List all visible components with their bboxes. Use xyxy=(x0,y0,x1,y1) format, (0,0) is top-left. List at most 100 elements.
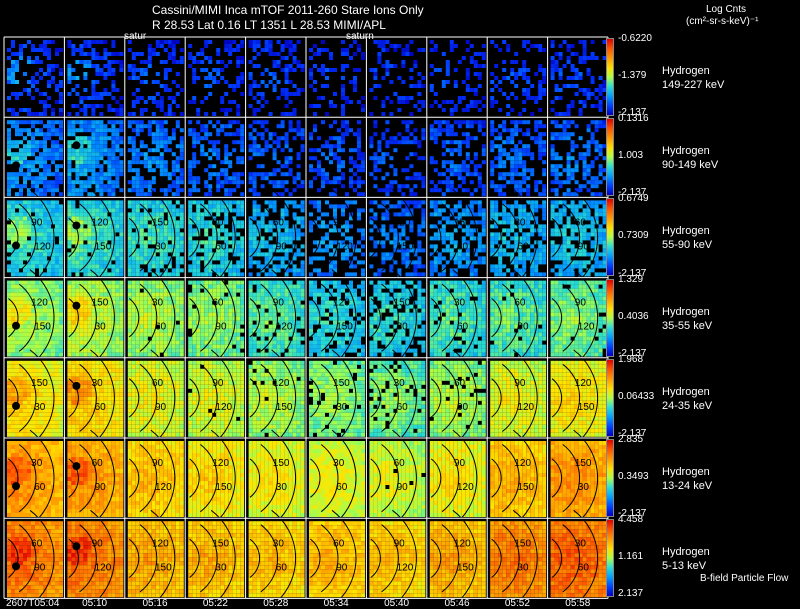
contour-line xyxy=(370,538,381,578)
contour-line xyxy=(271,269,297,367)
contour-line xyxy=(139,363,158,432)
x-tick-label: 05:16 xyxy=(142,598,167,609)
heatmap-cell-r4-c7: 60 90 xyxy=(429,349,486,447)
contour-label: 30 xyxy=(578,482,590,493)
species-label: Hydrogen xyxy=(662,466,710,478)
contour-line xyxy=(320,444,339,513)
contour-label: 60 xyxy=(95,402,107,413)
contour-line xyxy=(562,444,581,513)
contour-label: 120 xyxy=(336,242,353,253)
x-tick-label: 05:52 xyxy=(505,598,530,609)
colorbar-min-label: -2.137 xyxy=(618,107,647,119)
contour-line xyxy=(320,203,339,272)
contour-label: 90 xyxy=(92,538,104,549)
contour-line xyxy=(29,509,55,607)
heatmap-cell-r1-c1 xyxy=(67,120,124,197)
contour-line xyxy=(8,538,19,578)
contour-label: 120 xyxy=(514,458,531,469)
contour-line xyxy=(573,189,599,286)
colorbar-0 xyxy=(606,38,614,116)
contour-line xyxy=(200,203,218,272)
contour-line xyxy=(392,429,417,527)
contour-label: 150 xyxy=(578,402,595,413)
heatmap-cell-r4-c0: 150 30 xyxy=(7,349,63,447)
contour-line xyxy=(562,203,581,272)
colorbar-mid-label: 1.003 xyxy=(618,150,644,162)
contour-label: 60 xyxy=(397,402,409,413)
contour-label: 120 xyxy=(276,322,293,333)
contour-line xyxy=(452,189,478,286)
contour-label: 120 xyxy=(95,562,112,573)
saturn-disk xyxy=(12,401,20,410)
species-label: Hydrogen xyxy=(662,225,710,238)
contour-label: 90 xyxy=(336,562,348,573)
contour-line xyxy=(260,444,279,513)
contour-line xyxy=(150,429,176,527)
contour-line xyxy=(392,349,417,447)
contour-line xyxy=(441,524,460,593)
contour-label: 90 xyxy=(152,458,164,469)
contour-line xyxy=(18,283,37,352)
contour-label: 150 xyxy=(92,298,109,309)
contour-label: 120 xyxy=(34,242,51,253)
contour-label: 60 xyxy=(578,562,590,573)
heatmap-cell-r2-c2: 150 30 xyxy=(127,189,184,286)
heatmap-cell-r5-c3: 120 150 xyxy=(188,429,245,527)
heatmap-cell-r6-c8: 150 30 xyxy=(490,509,547,607)
heatmap-cell-r5-c8: 120 150 xyxy=(490,429,547,527)
heatmap-cell-r6-c9: 30 60 xyxy=(550,509,607,607)
x-tick-label: 05:40 xyxy=(384,598,409,609)
contour-label: 150 xyxy=(34,322,51,333)
contour-label: 30 xyxy=(575,538,587,549)
contour-label: 120 xyxy=(575,378,592,389)
saturn-disk xyxy=(12,161,20,170)
contour-line xyxy=(18,363,37,432)
heatmap-cell-r3-c9: 90 120 xyxy=(550,269,607,367)
heatmap-cell-r3-c6: 150 30 xyxy=(369,269,426,367)
contour-label: 150 xyxy=(215,482,232,493)
contour-label: 30 xyxy=(34,402,46,413)
contour-line xyxy=(381,444,399,513)
contour-label: 90 xyxy=(276,242,288,253)
contour-label: 150 xyxy=(517,482,534,493)
heatmap-cell-r4-c8: 90 120 xyxy=(490,349,547,447)
contour-line xyxy=(441,203,460,272)
contour-line xyxy=(150,189,176,286)
heatmap-cell-r6-c6: 90 120 xyxy=(369,509,426,607)
contour-line xyxy=(139,524,158,593)
contour-line xyxy=(392,189,417,286)
colorbar-min-label: -2.137 xyxy=(618,428,647,439)
contour-label: 60 xyxy=(575,217,587,228)
heatmap-cell-r1-c0 xyxy=(7,120,63,197)
contour-line xyxy=(573,269,599,367)
contour-line xyxy=(200,444,218,513)
contour-line xyxy=(150,349,176,447)
contour-line xyxy=(502,283,520,352)
heatmap-cell-r5-c2: 90 120 xyxy=(127,429,184,527)
colorbar-mid-label: -1.379 xyxy=(618,70,647,81)
heatmap-cell-r2-c4: 60 90 xyxy=(248,189,305,286)
heatmap-cell-r2-c3: 30 60 xyxy=(188,189,245,286)
contour-label: 60 xyxy=(517,242,529,253)
contour-line xyxy=(430,378,442,418)
heatmap-cell-r3-c0: 120 150 xyxy=(7,269,63,367)
colorbar-max-label: 4.458 xyxy=(618,514,644,526)
heatmap-cell-r0-c8 xyxy=(490,40,547,116)
contour-label: 60 xyxy=(454,378,466,389)
species-label: Hydrogen xyxy=(662,546,710,559)
contour-label: 90 xyxy=(397,482,409,493)
bfield-flow-label: B-field Particle Flow xyxy=(700,573,789,584)
heatmap-cell-r2-c5: 90 120 xyxy=(309,189,365,286)
contour-label: 30 xyxy=(394,378,406,389)
contour-line xyxy=(189,217,200,258)
saturn-disk xyxy=(12,321,20,330)
contour-line xyxy=(370,458,381,498)
contour-line xyxy=(90,269,115,367)
contour-line xyxy=(260,524,279,593)
contour-line xyxy=(150,509,176,607)
contour-line xyxy=(249,538,261,578)
contour-line xyxy=(320,283,339,352)
contour-label: 60 xyxy=(212,298,224,309)
contour-line xyxy=(90,429,115,527)
heatmap-cell-r5-c0: 30 60 xyxy=(7,429,63,527)
